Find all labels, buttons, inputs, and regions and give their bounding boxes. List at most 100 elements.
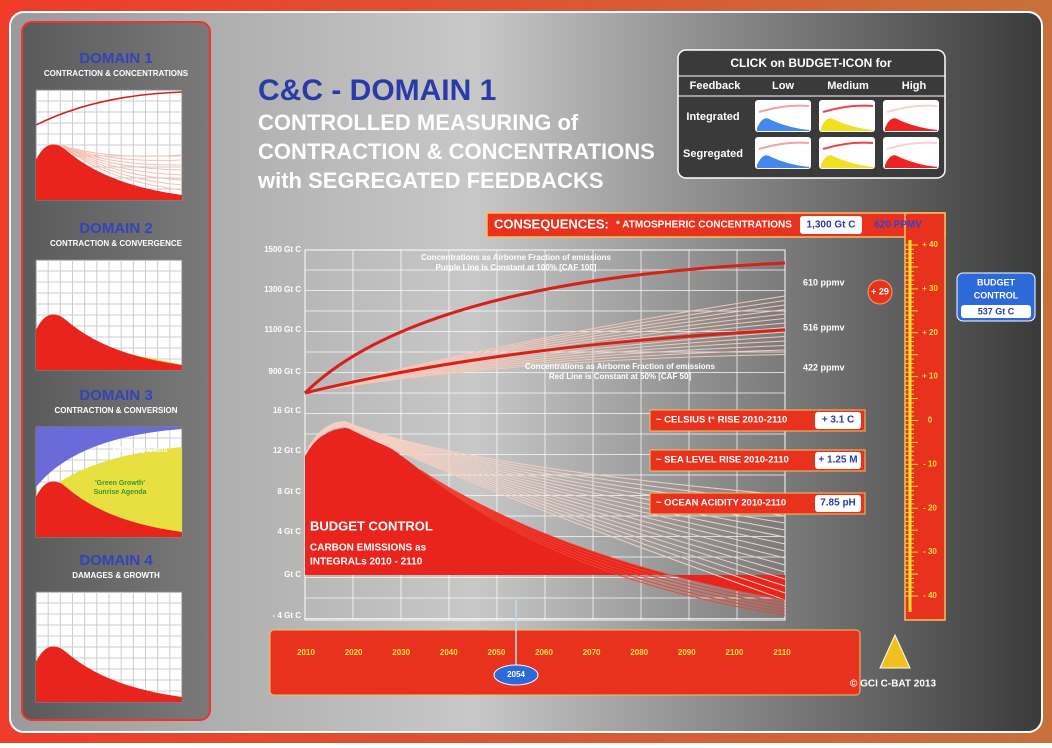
fan [60, 144, 183, 157]
fan-line [419, 469, 786, 607]
value-box [800, 216, 862, 234]
indicator-value: 7.85 pH [820, 498, 856, 509]
year-label: 2070 [583, 648, 601, 657]
fan [60, 144, 183, 181]
value-box [815, 495, 861, 512]
indicator-label: ~ SEA LEVEL RISE 2010-2110 [656, 455, 789, 466]
domain-title: DOMAIN 2 [79, 220, 152, 237]
year-label: 2090 [678, 648, 696, 657]
label: Efficiency Gains [113, 447, 168, 454]
band [36, 427, 182, 487]
y-label: 1100 Gt C [265, 325, 302, 334]
label: 1,300 Gt C [807, 220, 856, 231]
icon-shape [885, 155, 937, 168]
scale-label: + 40 [922, 240, 938, 249]
domain-subtitle: CONTRACTION & CONVERGENCE [50, 239, 183, 248]
label: CONTROL [974, 290, 1019, 300]
header-line: with SEGREGATED FEEDBACKS [257, 168, 604, 193]
fan [60, 144, 183, 191]
icon-shape [821, 118, 873, 131]
value-box [961, 305, 1031, 318]
hump [36, 481, 182, 537]
marker [867, 279, 893, 305]
y-label: 8 Gt C [277, 487, 301, 496]
fan-line [304, 354, 786, 394]
hump [36, 314, 182, 370]
y-label: Gt C [284, 570, 301, 579]
indicator-label: ~ OCEAN ACIDITY 2010-2110 [656, 498, 786, 509]
fan [60, 144, 183, 186]
label: Sunrise Agenda [93, 489, 146, 496]
note: Purple Line is Constant at 100% [CAF 100… [436, 263, 597, 272]
y-label: 900 Gt C [269, 367, 302, 376]
column-header: Medium [827, 80, 869, 92]
year-label: 2110 [773, 648, 791, 657]
indicator-value: + 3.1 C [822, 415, 855, 426]
year-label: 2010 [297, 648, 315, 657]
icon-line [822, 104, 874, 113]
domain-title: DOMAIN 4 [79, 552, 153, 569]
note: Concentrations as Airborne Fraction of e… [525, 362, 716, 371]
column-header: Feedback [690, 80, 742, 92]
fan [60, 144, 183, 161]
scale-label: + 10 [922, 372, 938, 381]
header-line: CONTROLLED MEASURING of [258, 110, 579, 135]
year-label: 2050 [488, 648, 506, 657]
scale-label: 0 [928, 416, 933, 425]
y-label: 4 Gt C [277, 527, 301, 536]
ppmv-label: 516 ppmv [803, 322, 845, 332]
domain-subtitle: DAMAGES & GROWTH [72, 571, 160, 580]
curve [35, 91, 183, 126]
value-box [815, 452, 861, 469]
indicator-value: + 1.25 M [818, 455, 857, 466]
budget-title: BUDGET CONTROL [310, 518, 433, 533]
y-label: 12 Gt C [273, 446, 301, 455]
label: 537 Gt C [978, 306, 1015, 316]
year-label: 2060 [535, 648, 553, 657]
indicator [649, 409, 866, 432]
slider[interactable] [493, 664, 539, 686]
fan-line [304, 420, 786, 496]
icon-shape [885, 118, 937, 131]
year-label: 2080 [630, 648, 648, 657]
icon-shape [757, 155, 809, 168]
year-label: 2040 [440, 648, 458, 657]
year-label: 2020 [345, 648, 363, 657]
scale-label: + 30 [922, 284, 938, 293]
year-label: 2100 [726, 648, 744, 657]
scale-label: + 20 [922, 328, 938, 337]
table-title: CLICK on BUDGET-ICON for [730, 56, 892, 70]
brand-title: C&C - DOMAIN 1 [258, 74, 496, 107]
indicator-label: ~ CELSIUS t° RISE 2010-2110 [656, 415, 787, 426]
scale-label: - 20 [923, 503, 937, 512]
label: INTEGRALs 2010 - 2110 [310, 557, 423, 568]
label: * ATMOSPHERIC CONCENTRATIONS [616, 220, 792, 231]
domain-title: DOMAIN 3 [79, 387, 152, 404]
indicator [649, 449, 866, 472]
icon-line [758, 104, 810, 113]
y-label: 1500 Gt C [264, 245, 301, 254]
timeline [269, 629, 861, 696]
hump [36, 646, 182, 702]
header-line: CONTRACTION & CONCENTRATIONS [258, 139, 655, 164]
label: 620 PPMV [874, 220, 922, 231]
domain-subtitle: CONTRACTION & CONCENTRATIONS [44, 69, 189, 78]
icon-line [886, 141, 938, 150]
fan [60, 144, 183, 176]
marker-label: + 29 [871, 286, 889, 296]
scale-label: - 30 [923, 547, 937, 556]
domain-subtitle: CONTRACTION & CONVERSION [54, 406, 177, 415]
icon-shape [821, 155, 873, 168]
y-label: 16 Gt C [273, 406, 301, 415]
label: CARBON EMISSIONS as [310, 543, 427, 554]
value-box [815, 412, 861, 429]
consequences-bar [486, 212, 946, 238]
budget-area [305, 428, 785, 600]
fan-line [419, 469, 786, 604]
ppmv-label: 422 ppmv [803, 362, 845, 372]
column-header: Low [772, 80, 794, 92]
note: Red Line is Constant at 50% [CAF 50] [549, 372, 692, 381]
y-label: - 4 Gt C [273, 611, 302, 620]
note: Concentrations as Airborne Fraction of e… [421, 253, 612, 262]
icon-line [822, 141, 874, 150]
